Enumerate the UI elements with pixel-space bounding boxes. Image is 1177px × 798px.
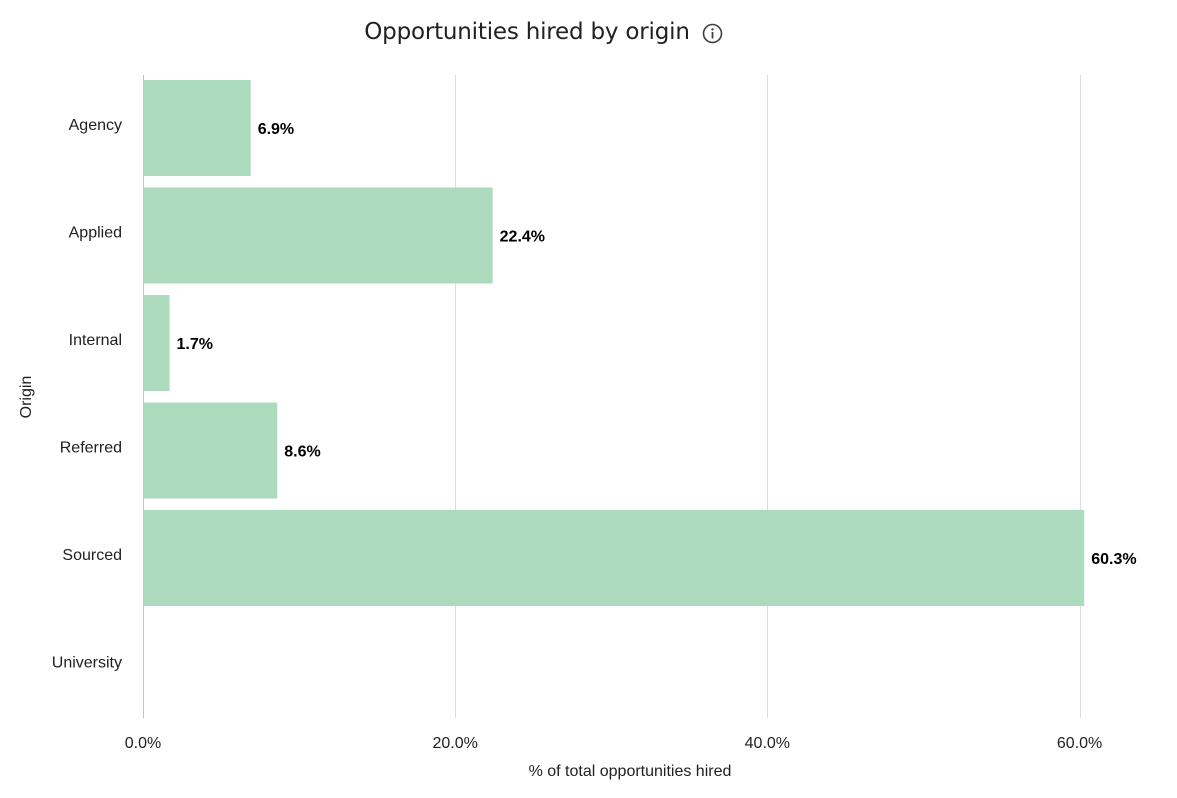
x-tick-label: 20.0% xyxy=(432,735,477,752)
bar xyxy=(143,295,170,391)
chart-title: Opportunities hired by origin xyxy=(364,19,690,45)
x-tick-label: 40.0% xyxy=(745,735,790,752)
value-label: 60.3% xyxy=(1091,551,1136,568)
category-label: University xyxy=(52,655,122,672)
value-label: 6.9% xyxy=(258,121,294,138)
bar xyxy=(143,80,251,176)
category-label: Internal xyxy=(69,332,122,349)
bars xyxy=(143,80,1085,606)
x-tick-label: 0.0% xyxy=(125,735,161,752)
category-label: Sourced xyxy=(62,547,122,564)
info-icon[interactable] xyxy=(702,23,723,44)
bar xyxy=(143,402,278,499)
value-label: 8.6% xyxy=(284,444,320,461)
value-label: 1.7% xyxy=(177,336,213,353)
bar xyxy=(143,187,493,284)
category-label: Applied xyxy=(69,225,122,242)
y-axis-title: Origin xyxy=(18,376,35,419)
gridlines xyxy=(455,75,1081,718)
x-axis-title: % of total opportunities hired xyxy=(529,763,732,780)
value-labels: 6.9% 22.4% 1.7% 8.6% 60.3% xyxy=(177,121,1137,568)
category-labels: Agency Applied Internal Referred Sourced Univ… xyxy=(52,117,122,672)
bar xyxy=(143,510,1085,606)
x-tick-label: 60.0% xyxy=(1057,735,1102,752)
category-label: Agency xyxy=(69,117,122,134)
category-label: Referred xyxy=(60,440,122,457)
value-label: 22.4% xyxy=(500,229,545,246)
chart-header: Opportunities hired by origin xyxy=(0,14,1087,50)
x-tick-labels: 0.0% 20.0% 40.0% 60.0% xyxy=(125,735,1102,752)
